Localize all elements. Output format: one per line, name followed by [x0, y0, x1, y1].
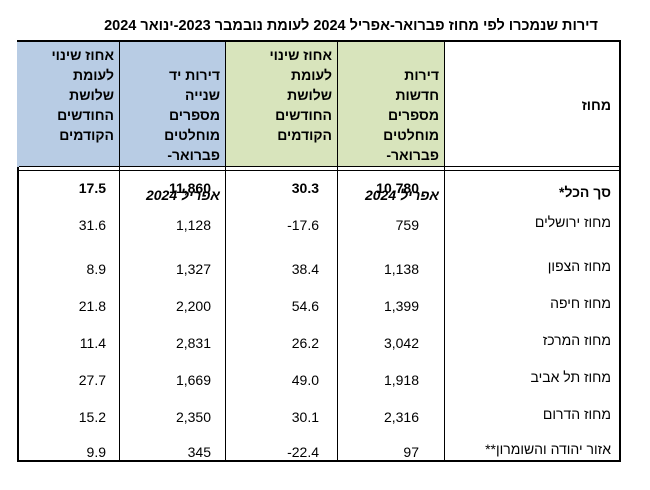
new-change-cell: 49.0	[291, 372, 319, 388]
new-change-cell: -17.6	[287, 217, 319, 233]
new-change-cell: 54.6	[291, 298, 319, 314]
table-row: מחוז חיפה 1,399 54.6 2,200 21.8	[19, 288, 619, 318]
table-row: מחוז הדרום 2,316 30.1 2,350 15.2	[19, 399, 619, 429]
table-row: מחוז הצפון 1,138 38.4 1,327 8.9	[19, 251, 619, 281]
column-divider	[119, 42, 120, 460]
new-count-header-bg	[338, 42, 445, 167]
region-label: מחוז המרכז	[542, 332, 611, 348]
region-label: סך הכל*	[559, 184, 611, 200]
region-header: מחוז	[581, 97, 611, 113]
new-change-header: אחוז שינוי לעומת שלושת החודשים הקודמים	[269, 47, 332, 143]
used-count-cell: 1,669	[175, 372, 211, 388]
region-label: מחוז ירושלים	[534, 214, 611, 230]
used-change-cell: 8.9	[86, 261, 106, 277]
used-change-cell: 27.7	[78, 372, 106, 388]
new-count-cell: 1,918	[383, 372, 419, 388]
new-change-cell: 26.2	[291, 335, 319, 351]
table-row: סך הכל* 10,780 30.3 11,860 17.5	[19, 177, 619, 207]
table-row: מחוז תל אביב 1,918 49.0 1,669 27.7	[19, 362, 619, 392]
new-count-cell: 1,399	[383, 298, 419, 314]
column-divider	[444, 42, 445, 460]
sales-table: מחוז דירות חדשות מספרים מוחלטים פברואר- …	[17, 40, 621, 462]
used-count-header-bg	[120, 42, 226, 167]
used-count-cell: 2,831	[175, 335, 211, 351]
used-count-header-year: אפריל 2024	[145, 187, 220, 203]
column-divider	[225, 42, 226, 460]
used-change-cell: 15.2	[78, 409, 106, 425]
used-change-cell: 31.6	[78, 217, 106, 233]
used-change-header-bg	[17, 42, 120, 167]
region-label: מחוז חיפה	[550, 295, 611, 311]
used-change-cell: 17.5	[78, 180, 106, 196]
table-row: מחוז המרכז 3,042 26.2 2,831 11.4	[19, 325, 619, 355]
new-count-cell: 759	[395, 217, 419, 233]
used-change-header: אחוז שינוי לעומת שלושת החודשים הקודמים	[51, 47, 114, 143]
used-count-cell: 1,327	[175, 261, 211, 277]
used-count-cell: 11,860	[168, 180, 211, 196]
region-label: מחוז הדרום	[542, 406, 611, 422]
new-count-header-year: אפריל 2024	[364, 187, 439, 203]
new-count-cell: 97	[403, 444, 419, 460]
used-count-header-text: דירות יד שנייה מספרים מוחלטים פברואר-	[164, 67, 220, 163]
used-count-cell: 2,200	[175, 298, 211, 314]
new-count-header: דירות חדשות מספרים מוחלטים פברואר- אפריל…	[343, 45, 439, 205]
new-change-cell: 30.1	[291, 409, 319, 425]
header-divider	[19, 170, 619, 171]
region-label: מחוז הצפון	[547, 258, 611, 274]
table-row: אזור יהודה והשומרון** 97 -22.4 345 9.9	[19, 434, 619, 464]
new-change-cell: 38.4	[291, 261, 319, 277]
used-change-cell: 11.4	[79, 335, 106, 351]
new-count-header-text: דירות חדשות מספרים מוחלטים פברואר-	[383, 67, 439, 163]
used-count-cell: 345	[187, 444, 211, 460]
table-row: מחוז ירושלים 759 -17.6 1,128 31.6	[19, 214, 619, 244]
new-change-header-bg	[226, 42, 338, 167]
new-count-cell: 3,042	[383, 335, 419, 351]
used-count-cell: 2,350	[175, 409, 211, 425]
used-count-cell: 1,128	[175, 217, 211, 233]
region-label: מחוז תל אביב	[530, 369, 611, 385]
used-count-header: דירות יד שנייה מספרים מוחלטים פברואר- אפ…	[124, 45, 220, 205]
used-change-cell: 9.9	[86, 444, 106, 460]
header-divider	[19, 166, 619, 167]
column-divider	[337, 42, 338, 460]
new-change-cell: -22.4	[287, 444, 319, 460]
new-change-cell: 30.3	[291, 180, 319, 196]
new-count-cell: 10,780	[376, 180, 419, 196]
new-count-cell: 1,138	[383, 261, 419, 277]
table-title: דירות שנמכרו לפי מחוז פברואר-אפריל 2024 …	[104, 18, 598, 34]
region-label: אזור יהודה והשומרון**	[485, 441, 611, 457]
used-change-cell: 21.8	[78, 298, 106, 314]
new-count-cell: 2,316	[383, 409, 419, 425]
